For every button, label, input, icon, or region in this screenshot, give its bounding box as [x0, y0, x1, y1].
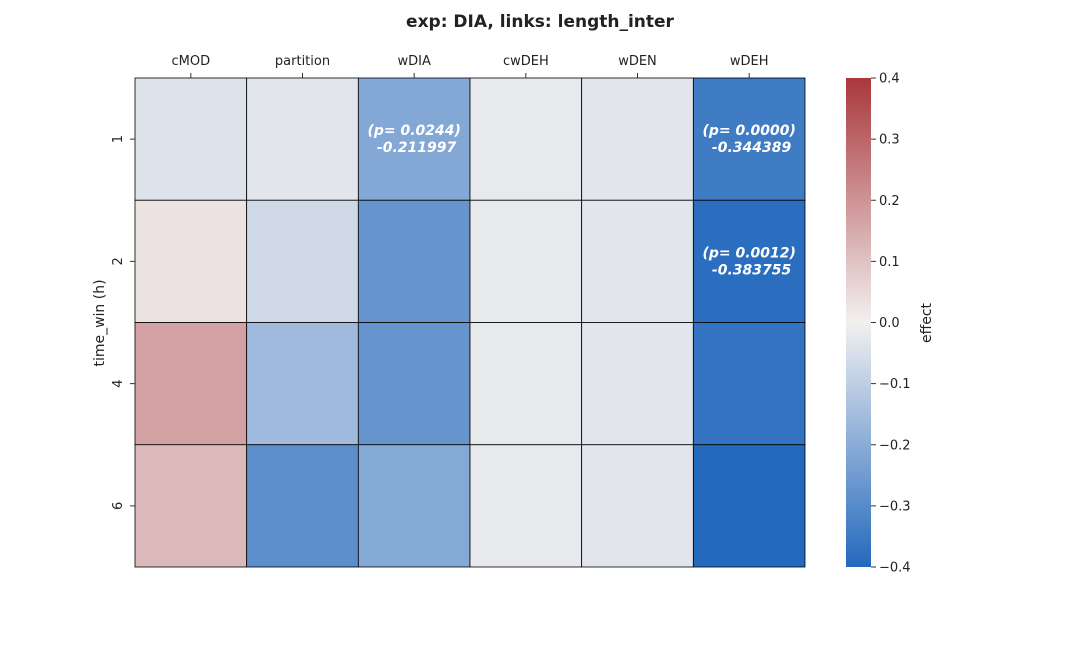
cell-annotation-line: (p= 0.0012) [702, 245, 795, 261]
heatmap-cell [134, 322, 248, 446]
heatmap-cell [357, 444, 471, 568]
heatmap-cell [581, 77, 694, 201]
heatmap-cell [581, 322, 694, 446]
cell-annotation: (p= 0.0012) -0.383755 [702, 245, 795, 278]
x-tick-label: cwDEH [503, 54, 549, 69]
heatmap-cell [581, 444, 694, 568]
heatmap-cell [692, 199, 806, 323]
heatmap-cell [246, 444, 359, 568]
x-tick-label: cMOD [172, 54, 211, 69]
y-tick-label: 2 [111, 257, 126, 265]
colorbar-tick-label: −0.4 [879, 561, 911, 576]
y-tick-label: 6 [111, 502, 126, 510]
colorbar-ticks: 0.4 0.3 0.2 0.1 0.0 −0.1 −0.2 −0.3 −0.4 [871, 72, 911, 576]
x-tick-label: partition [275, 54, 330, 69]
heatmap-cell [692, 444, 806, 568]
cell-annotation: (p= 0.0244) -0.211997 [367, 123, 460, 156]
heatmap-cell [357, 199, 471, 323]
heatmap-cell [246, 322, 359, 446]
heatmap-cell [246, 77, 359, 201]
x-tick-labels: cMOD partition wDIA cwDEH wDEN wDEH [172, 54, 769, 78]
heatmap-cell [134, 199, 248, 323]
heatmap-cells: (p= 0.0244) -0.211997 (p= 0.0000) -0.3443… [134, 77, 806, 568]
y-axis-label: time_win (h) [92, 279, 108, 366]
colorbar-tick-label: −0.1 [879, 377, 911, 392]
y-tick-labels: 1 2 4 6 [111, 135, 135, 510]
heatmap-cell [581, 199, 694, 323]
colorbar-tick-label: 0.2 [879, 194, 900, 209]
x-tick-label: wDIA [397, 54, 430, 69]
cell-annotation: (p= 0.0000) -0.344389 [702, 123, 795, 156]
heatmap-cell [692, 322, 806, 446]
cell-annotation-line: (p= 0.0000) [702, 123, 795, 139]
heatmap-cell [134, 77, 248, 201]
heatmap-cell [692, 77, 806, 201]
heatmap-cell [469, 444, 583, 568]
colorbar-tick-label: 0.4 [879, 72, 900, 87]
cell-annotation-line: -0.344389 [707, 140, 791, 156]
y-tick-label: 4 [111, 379, 126, 387]
colorbar-tick-label: 0.0 [879, 316, 900, 331]
heatmap-cell [357, 77, 471, 201]
x-tick-label: wDEH [730, 54, 769, 69]
colorbar-tick-label: 0.1 [879, 255, 900, 270]
heatmap-cell [357, 322, 471, 446]
heatmap-cell [134, 444, 248, 568]
heatmap-cell [246, 199, 359, 323]
chart-title: exp: DIA, links: length_inter [406, 12, 675, 32]
cell-annotation-line: -0.383755 [707, 262, 791, 278]
colorbar [846, 78, 871, 567]
colorbar-tick-label: −0.2 [879, 438, 911, 453]
heatmap-cell [469, 322, 583, 446]
colorbar-label: effect [919, 302, 935, 343]
cell-annotation-line: (p= 0.0244) [367, 123, 460, 139]
heatmap-cell [469, 77, 583, 201]
y-tick-label: 1 [111, 135, 126, 143]
colorbar-tick-label: −0.3 [879, 499, 911, 514]
x-tick-label: wDEN [618, 54, 657, 69]
cell-annotation-line: -0.211997 [372, 140, 456, 156]
colorbar-tick-label: 0.3 [879, 133, 900, 148]
heatmap-cell [469, 199, 583, 323]
